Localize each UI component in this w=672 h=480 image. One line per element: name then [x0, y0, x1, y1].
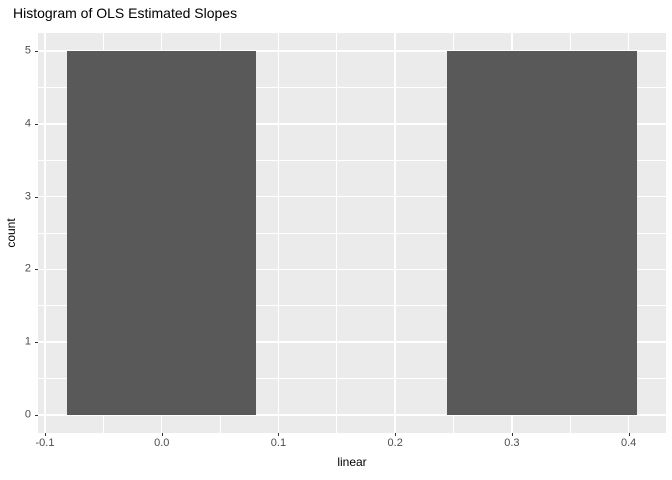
x-tick-label: 0.4	[620, 437, 637, 449]
y-tick-label: 1	[24, 335, 31, 348]
x-tick-label: 0.1	[270, 437, 287, 449]
y-minor-gridline	[38, 87, 666, 89]
x-tick-mark	[45, 433, 46, 436]
histogram-bar	[446, 51, 637, 415]
y-major-gridline	[38, 123, 666, 125]
y-tick-label: 2	[24, 262, 31, 275]
x-axis-title: linear	[337, 455, 367, 469]
y-tick-mark	[34, 414, 38, 416]
y-tick-mark	[34, 123, 38, 125]
chart-title: Histogram of OLS Estimated Slopes	[13, 5, 238, 21]
x-major-gridline	[277, 33, 280, 433]
x-tick-label: 0.0	[154, 437, 170, 449]
x-tick-mark	[161, 433, 163, 436]
y-tick-label: 0	[24, 408, 31, 421]
y-tick-label: 4	[24, 117, 31, 130]
y-tick-mark	[34, 342, 38, 344]
x-tick-label: 0.3	[504, 437, 520, 449]
y-minor-gridline	[38, 305, 666, 307]
y-major-gridline	[38, 414, 666, 416]
y-axis-title: count	[4, 218, 18, 248]
x-tick-mark	[511, 433, 513, 436]
y-minor-gridline	[38, 377, 666, 379]
histogram-bar	[67, 51, 257, 415]
y-tick-mark	[34, 51, 38, 53]
x-tick-label: -0.1	[35, 437, 55, 449]
y-major-gridline	[38, 195, 666, 198]
y-major-gridline	[38, 50, 666, 52]
y-tick-label: 5	[24, 44, 31, 57]
y-minor-gridline	[38, 159, 666, 161]
y-major-gridline	[38, 341, 666, 343]
x-major-gridline	[44, 33, 46, 433]
x-tick-mark	[278, 433, 280, 436]
y-tick-mark	[34, 269, 38, 271]
x-tick-mark	[628, 433, 630, 436]
plot-panel	[38, 33, 666, 433]
x-tick-label: 0.2	[387, 437, 403, 449]
x-major-gridline	[394, 33, 396, 433]
y-minor-gridline	[38, 232, 666, 234]
y-major-gridline	[38, 268, 666, 271]
y-tick-label: 3	[24, 190, 31, 203]
y-tick-mark	[34, 196, 38, 198]
x-tick-mark	[395, 433, 397, 436]
